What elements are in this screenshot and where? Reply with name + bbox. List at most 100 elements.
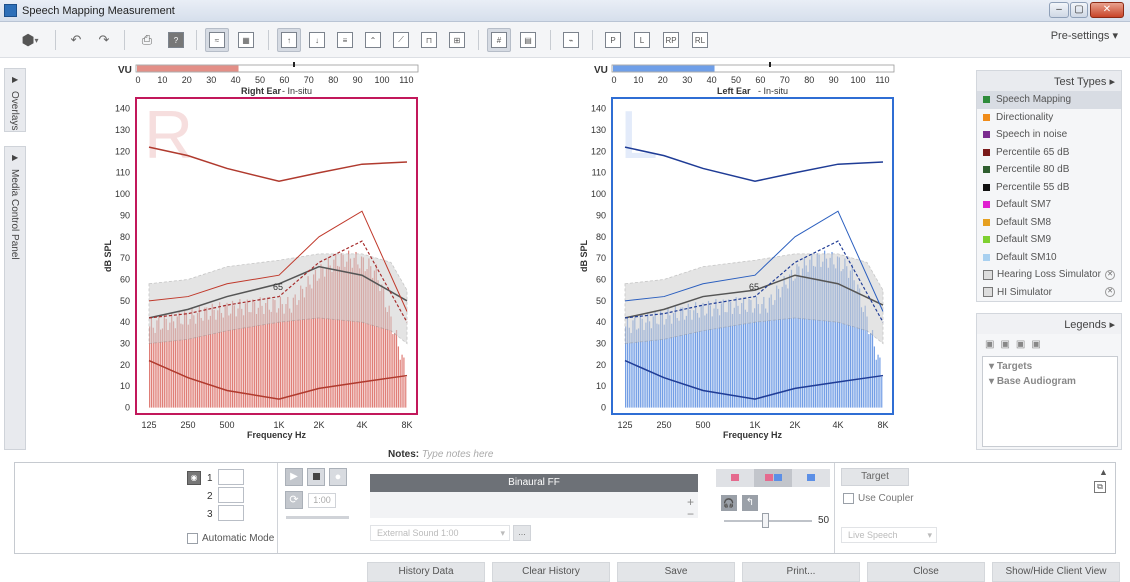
curve-tool-3[interactable]: ≡: [333, 28, 357, 52]
spectrum-bar: [298, 300, 300, 408]
spectrum-bar: [335, 254, 337, 408]
remove-signal-button[interactable]: −: [687, 507, 695, 521]
live-speech-select[interactable]: Live Speech ▾: [841, 527, 937, 543]
redo-button[interactable]: ↷: [92, 28, 116, 52]
camera-icon[interactable]: ◉: [187, 471, 201, 485]
color-swatch: [983, 113, 990, 121]
external-sound-select[interactable]: External Sound 1:00 ▾: [370, 525, 510, 541]
binaural-ff-header[interactable]: Binaural FF: [370, 474, 698, 492]
simulator-item[interactable]: HI Simulator ✕: [977, 284, 1121, 302]
presettings-menu[interactable]: Pre-settings ▾: [1051, 29, 1118, 42]
view-table-button[interactable]: ▦: [234, 28, 258, 52]
close-window-button[interactable]: ✕: [1090, 2, 1124, 18]
curve-tool-2[interactable]: ↓: [305, 28, 329, 52]
overlays-tab[interactable]: ▶ Overlays: [4, 68, 26, 132]
save-button[interactable]: Save: [617, 562, 735, 582]
target-button[interactable]: Target: [841, 468, 909, 486]
curve-tool-4[interactable]: ⌃: [361, 28, 385, 52]
color-swatch: [983, 201, 990, 209]
spectrum-bar: [718, 315, 721, 408]
print-button[interactable]: ⎙: [135, 28, 159, 52]
volume-slider-thumb[interactable]: [762, 513, 769, 528]
view-graph-button[interactable]: ≈: [205, 28, 229, 52]
browse-sound-button[interactable]: ...: [513, 525, 531, 541]
legends-header[interactable]: Legends ▸: [977, 314, 1121, 334]
use-coupler-checkbox[interactable]: Use Coupler: [843, 493, 914, 504]
test-type-item[interactable]: Percentile 55 dB: [977, 179, 1121, 197]
test-type-item[interactable]: Default SM7: [977, 196, 1121, 214]
spectrum-bar: [744, 309, 746, 408]
y-tick-label: 0: [125, 403, 130, 413]
close-icon[interactable]: ✕: [1105, 287, 1115, 298]
show-hide-client-view-button[interactable]: Show/Hide Client View: [992, 562, 1120, 582]
curve-tool-5[interactable]: ⟋: [389, 28, 413, 52]
test-type-item[interactable]: Default SM9: [977, 231, 1121, 249]
test-type-item[interactable]: Percentile 80 dB: [977, 161, 1121, 179]
duration-field[interactable]: 1:00: [308, 493, 336, 508]
print-button[interactable]: Print...: [742, 562, 860, 582]
rl-button[interactable]: RL: [688, 28, 712, 52]
rp-button[interactable]: RP: [659, 28, 683, 52]
undo-button[interactable]: ↶: [64, 28, 88, 52]
grid-coarse-button[interactable]: ▤: [516, 28, 540, 52]
y-tick-label: 10: [596, 381, 606, 391]
grid-fine-button[interactable]: #: [487, 28, 511, 52]
legend-tool-4-icon[interactable]: ▣: [1031, 339, 1041, 350]
maximize-button[interactable]: ▢: [1070, 2, 1088, 18]
notes-input[interactable]: Type notes here: [421, 449, 494, 460]
minimize-button[interactable]: –: [1049, 2, 1069, 18]
curve-tool-1[interactable]: ↑: [277, 28, 301, 52]
legend-item-targets[interactable]: ▾ Targets: [983, 357, 1117, 372]
spectrum-bar: [715, 299, 717, 408]
help-button[interactable]: ?: [164, 28, 188, 52]
right-ear-button[interactable]: [716, 469, 754, 487]
play-button[interactable]: ▶: [285, 468, 303, 486]
headphones-icon[interactable]: 🎧: [721, 495, 737, 511]
stop-button[interactable]: [307, 468, 325, 486]
test-type-item[interactable]: Default SM8: [977, 214, 1121, 232]
legend-tool-3-icon[interactable]: ▣: [1015, 339, 1026, 350]
l-button[interactable]: L: [630, 28, 654, 52]
popout-icon[interactable]: ⧉: [1094, 481, 1106, 493]
level-input-2[interactable]: [218, 487, 244, 503]
level-input-1[interactable]: [218, 469, 244, 485]
test-type-item[interactable]: Speech Mapping: [977, 91, 1121, 109]
aided-response-line: [148, 240, 408, 323]
media-control-panel-tab[interactable]: ▶ Media Control Panel: [4, 146, 26, 450]
spectrum-bar: [399, 359, 401, 408]
record-button[interactable]: ●: [329, 468, 347, 486]
test-type-item[interactable]: Speech in noise: [977, 126, 1121, 144]
speaker-route-icon[interactable]: ↰: [742, 495, 758, 511]
automatic-mode-checkbox[interactable]: Automatic Mode: [187, 533, 274, 544]
close-icon[interactable]: ✕: [1105, 269, 1115, 280]
curve-tool-6[interactable]: ⊓: [417, 28, 441, 52]
left-ear-button[interactable]: [792, 469, 830, 487]
p-icon: P: [605, 32, 621, 48]
clear-history-button[interactable]: Clear History: [492, 562, 610, 582]
test-type-item[interactable]: Percentile 65 dB: [977, 144, 1121, 162]
close-button[interactable]: Close: [867, 562, 985, 582]
test-type-label: Percentile 55 dB: [996, 181, 1070, 193]
curve-tool-7[interactable]: ⊞: [445, 28, 469, 52]
test-type-item[interactable]: Default SM10: [977, 249, 1121, 267]
loop-button[interactable]: ⟳: [285, 491, 303, 509]
chart-export-button[interactable]: ⌁: [559, 28, 583, 52]
spectrum-bar: [742, 297, 745, 408]
spectrum-bar: [696, 312, 699, 408]
test-type-item[interactable]: Directionality: [977, 109, 1121, 127]
p-button[interactable]: P: [601, 28, 625, 52]
add-signal-button[interactable]: +: [687, 495, 695, 509]
history-data-button[interactable]: History Data: [367, 562, 485, 582]
y-tick-label: 80: [120, 232, 130, 242]
legend-tool-1-icon[interactable]: ▣: [985, 339, 995, 350]
cube-menu-button[interactable]: ⬢ ▾: [14, 28, 46, 52]
collapse-up-icon[interactable]: ▲: [1099, 467, 1108, 477]
progress-track[interactable]: [286, 516, 349, 519]
legend-tool-2-icon[interactable]: ▣: [1000, 339, 1010, 350]
simulator-item[interactable]: Hearing Loss Simulator ✕: [977, 266, 1121, 284]
both-ears-button[interactable]: [754, 469, 792, 487]
test-types-header[interactable]: Test Types ▸: [977, 71, 1121, 91]
chevron-down-icon: ▾: [500, 528, 505, 538]
legend-item-base-audiogram[interactable]: ▾ Base Audiogram: [983, 372, 1117, 387]
level-input-3[interactable]: [218, 505, 244, 521]
